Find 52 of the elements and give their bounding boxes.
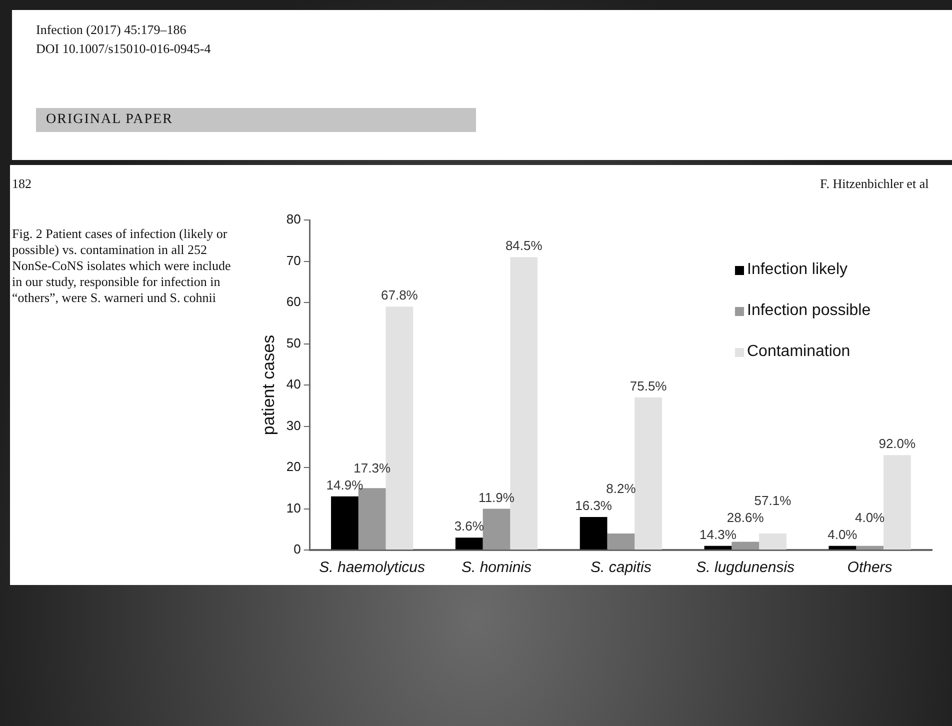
text: ORIGINAL PAPER xyxy=(36,108,476,132)
y-tick-label: 40 xyxy=(286,376,301,392)
bar xyxy=(732,542,760,550)
bar xyxy=(828,546,856,550)
y-tick-label: 0 xyxy=(294,542,301,557)
y-tick-label: 30 xyxy=(286,418,301,433)
bar xyxy=(607,534,635,550)
bar xyxy=(580,517,608,550)
y-tick-label: 60 xyxy=(286,294,301,310)
bar xyxy=(704,546,732,550)
text: 182 xyxy=(12,176,32,192)
y-axis-title: patient cases xyxy=(258,334,278,436)
legend-label: Contamination xyxy=(747,343,850,361)
annotation: 28.6% xyxy=(726,510,764,525)
bar xyxy=(856,546,884,550)
bar xyxy=(358,488,386,550)
annotation: 11.9% xyxy=(478,490,515,505)
annotation: 84.5% xyxy=(505,238,543,254)
y-tick-label: 20 xyxy=(286,459,301,474)
y-tick-label: 80 xyxy=(286,212,301,227)
text: DOI 10.1007/s15010-016-0945-4 xyxy=(36,41,211,57)
bar xyxy=(883,455,911,550)
annotation: 8.2% xyxy=(606,481,636,496)
bar xyxy=(482,508,510,550)
y-tick-label: 50 xyxy=(286,335,301,350)
y-tick-label: 10 xyxy=(286,500,301,516)
bar xyxy=(455,538,483,550)
annotation: 14.3% xyxy=(700,526,737,542)
text: F. Hitzenbichler et al xyxy=(820,176,929,192)
annotation: 16.3% xyxy=(575,498,612,514)
legend-label: Infection possible xyxy=(747,302,871,320)
bar xyxy=(331,496,358,550)
legend-label: Infection likely xyxy=(747,261,848,279)
annotation: 57.1% xyxy=(754,492,792,508)
x-tick-label: S. hominis xyxy=(461,559,532,576)
bar xyxy=(634,397,662,550)
bar xyxy=(759,534,786,550)
annotation: 4.0% xyxy=(854,510,886,525)
annotation: 67.8% xyxy=(381,288,418,303)
x-tick-label: S. capitis xyxy=(590,559,652,576)
annotation: 4.0% xyxy=(828,526,858,542)
text: Infection (2017) 45:179–186 xyxy=(36,22,186,38)
x-tick-label: S. lugdunensis xyxy=(696,559,796,576)
annotation: 14.9% xyxy=(326,477,364,492)
annotation: 75.5% xyxy=(630,378,668,394)
annotation: 3.6% xyxy=(454,518,484,534)
y-tick-label: 70 xyxy=(286,252,301,268)
x-tick-label: Others xyxy=(847,559,893,576)
annotation: 17.3% xyxy=(354,460,391,476)
x-tick-label: S. haemolyticus xyxy=(319,559,426,576)
caption: Fig. 2 Patient cases of infection (likely or possible) vs. contamination in all 252 NonSe-CoNS isolates which were include in our study, responsible for infection in “others”, were S. warneri und S. cohnii xyxy=(12,226,232,306)
annotation: 92.0% xyxy=(878,436,916,452)
